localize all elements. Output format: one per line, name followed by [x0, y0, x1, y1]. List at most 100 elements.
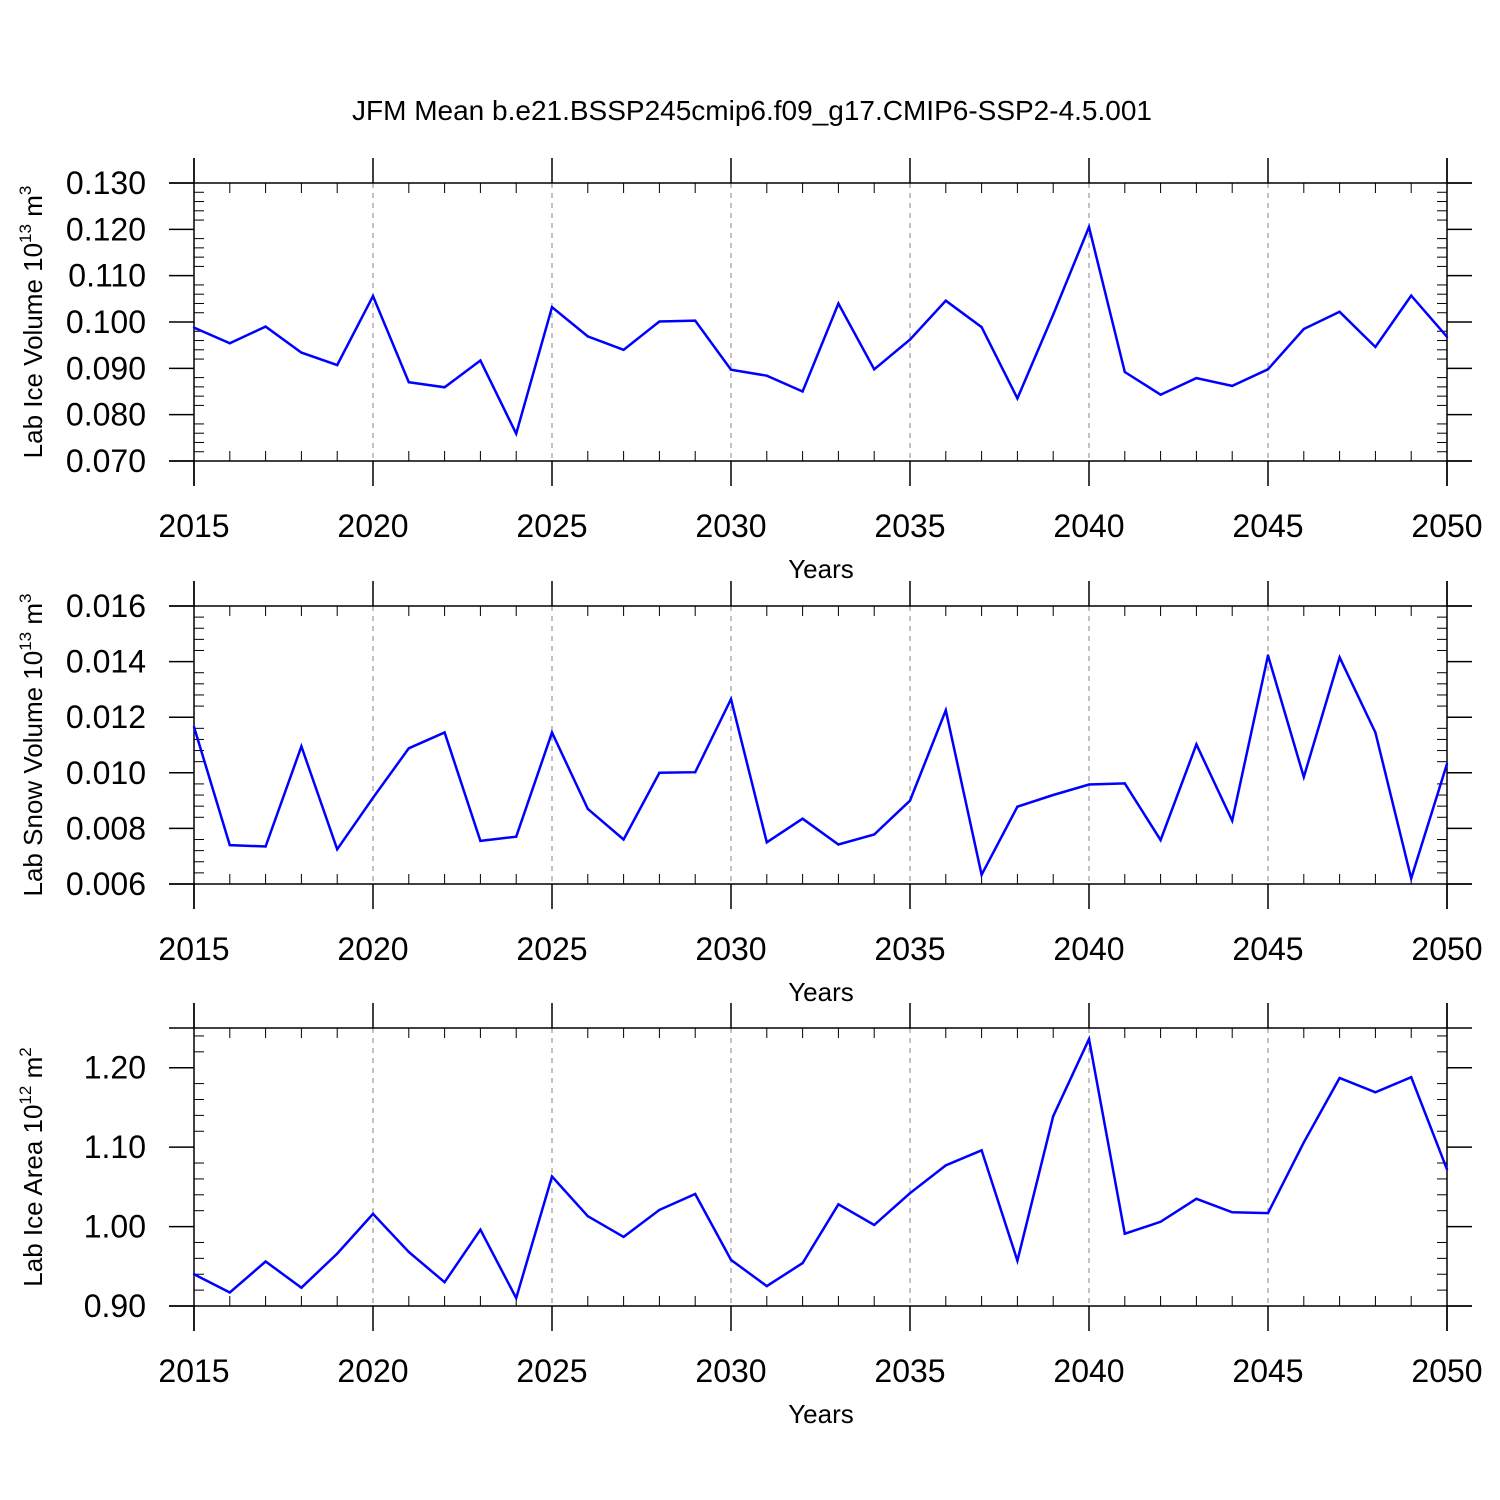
data-point	[908, 799, 912, 802]
data-point	[1195, 743, 1198, 746]
x-tick-label: 2040	[1053, 1353, 1124, 1389]
x-tick-label: 2040	[1053, 931, 1124, 967]
x-tick-label: 2035	[874, 931, 945, 967]
y-tick-label: 0.016	[66, 588, 146, 624]
data-point	[407, 747, 410, 750]
data-point	[1016, 805, 1019, 808]
data-point	[1231, 1211, 1234, 1214]
panel-3: 0.90 1.00 1.10 1.20 2015 2020 2025 2030 2035 2040…	[16, 1003, 1483, 1429]
data-point	[1195, 1197, 1198, 1200]
data-point	[1338, 1076, 1341, 1080]
figure-title: JFM Mean b.e21.BSSP245cmip6.f09_g17.CMIP…	[352, 95, 1152, 126]
data-point	[765, 841, 768, 844]
data-point	[1016, 1259, 1019, 1262]
data-point	[443, 731, 446, 734]
data-point	[1266, 1211, 1270, 1215]
data-point	[729, 697, 733, 701]
data-point	[336, 1252, 339, 1255]
panels: 0.070 0.080 0.090 0.100 0.110 0.120 0.130 2015 2…	[16, 158, 1483, 1429]
data-point	[192, 326, 196, 329]
x-tick-label: 2050	[1411, 508, 1482, 544]
data-point	[1052, 793, 1055, 797]
data-point	[1087, 783, 1091, 786]
data-point	[515, 835, 518, 838]
data-point	[837, 843, 840, 846]
data-point	[515, 432, 518, 435]
data-point	[1338, 310, 1341, 314]
y-axis-label: Lab Snow Volume 1013 m3	[16, 593, 48, 896]
data-point	[873, 368, 876, 371]
y-tick-label: 0.010	[66, 755, 146, 791]
data-point	[1231, 384, 1234, 388]
data-point	[550, 731, 554, 734]
x-tick-label: 2035	[874, 1353, 945, 1389]
data-point	[228, 342, 231, 345]
data-point	[873, 1223, 876, 1227]
data-point	[586, 807, 589, 811]
data-point	[479, 1228, 482, 1231]
x-tick-label: 2030	[695, 1353, 766, 1389]
data-point	[801, 817, 804, 820]
y-tick-label: 0.100	[66, 304, 146, 340]
data-point	[586, 1215, 589, 1218]
data-point	[1302, 327, 1306, 331]
data-point	[622, 348, 625, 351]
x-tick-label: 2015	[158, 1353, 229, 1389]
data-point	[407, 1250, 410, 1254]
y-tick-label: 0.014	[66, 644, 146, 680]
x-tick-label: 2015	[158, 508, 229, 544]
data-point	[1338, 656, 1341, 659]
data-point	[980, 325, 983, 329]
data-point	[550, 1175, 554, 1178]
data-point	[729, 368, 733, 371]
x-tick-label: 2045	[1232, 1353, 1303, 1389]
x-axis-label: Years	[788, 977, 854, 1007]
data-point	[1231, 819, 1234, 822]
x-tick-label: 2015	[158, 931, 229, 967]
y-tick-label: 1.00	[84, 1209, 146, 1245]
data-point	[765, 374, 768, 377]
y-tick-label: 0.008	[66, 810, 146, 846]
data-point	[479, 359, 482, 362]
data-point	[1445, 762, 1449, 766]
x-axis-label: Years	[788, 554, 854, 584]
x-tick-label: 2050	[1411, 1353, 1482, 1389]
data-point	[371, 1212, 375, 1216]
data-point	[1266, 654, 1270, 657]
data-point	[1374, 1091, 1377, 1094]
data-point	[192, 725, 196, 729]
series-line	[193, 222, 1448, 438]
data-point	[694, 1192, 697, 1196]
data-point	[1374, 731, 1377, 734]
data-point	[300, 351, 303, 354]
x-axis-label: Years	[788, 1399, 854, 1429]
data-point	[1302, 775, 1306, 779]
data-point	[658, 320, 661, 323]
data-point	[908, 338, 912, 341]
data-point	[1123, 782, 1127, 785]
data-point	[765, 1284, 768, 1288]
data-point	[371, 796, 375, 800]
x-tick-label: 2025	[516, 1353, 587, 1389]
data-point	[801, 390, 804, 393]
data-point	[801, 1261, 804, 1265]
data-point	[264, 845, 267, 848]
x-tick-label: 2045	[1232, 931, 1303, 967]
data-point	[228, 843, 231, 847]
data-point	[443, 1280, 446, 1284]
data-point	[264, 325, 267, 328]
data-point	[1052, 1114, 1055, 1118]
x-tick-label: 2030	[695, 931, 766, 967]
data-point	[908, 1192, 912, 1195]
data-point	[1410, 294, 1413, 297]
data-point	[336, 848, 339, 851]
data-point	[1087, 225, 1091, 229]
data-point	[944, 299, 947, 302]
panel-1: 0.070 0.080 0.090 0.100 0.110 0.120 0.130 2015 2…	[16, 158, 1483, 584]
data-point	[622, 838, 625, 841]
y-axis-label: Lab Ice Volume 1013 m3	[16, 186, 48, 459]
data-point	[1087, 1037, 1091, 1041]
data-point	[192, 1273, 196, 1276]
data-point	[1410, 877, 1413, 880]
